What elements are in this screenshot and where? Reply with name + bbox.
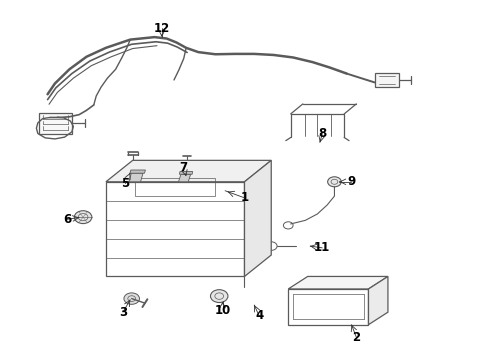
Circle shape (327, 177, 341, 187)
Text: 9: 9 (346, 175, 355, 188)
Text: 5: 5 (121, 177, 129, 190)
Polygon shape (106, 160, 271, 182)
Text: 4: 4 (254, 309, 263, 322)
Circle shape (123, 293, 139, 304)
Text: 12: 12 (153, 22, 170, 35)
Polygon shape (287, 276, 387, 289)
Circle shape (74, 211, 92, 224)
Text: 11: 11 (313, 241, 330, 255)
Text: 1: 1 (240, 192, 248, 204)
Circle shape (126, 172, 139, 181)
Polygon shape (39, 113, 72, 134)
Polygon shape (129, 173, 142, 182)
Text: 7: 7 (179, 161, 187, 174)
Polygon shape (244, 160, 271, 276)
Polygon shape (374, 73, 398, 87)
Circle shape (210, 290, 227, 302)
Text: 8: 8 (318, 127, 326, 140)
Polygon shape (368, 276, 387, 325)
Text: 2: 2 (351, 331, 360, 344)
Text: 3: 3 (119, 306, 127, 319)
Text: 6: 6 (63, 213, 71, 226)
Polygon shape (178, 174, 190, 182)
Polygon shape (179, 171, 192, 174)
Circle shape (181, 170, 193, 180)
Polygon shape (130, 170, 145, 173)
Text: 10: 10 (214, 304, 230, 317)
